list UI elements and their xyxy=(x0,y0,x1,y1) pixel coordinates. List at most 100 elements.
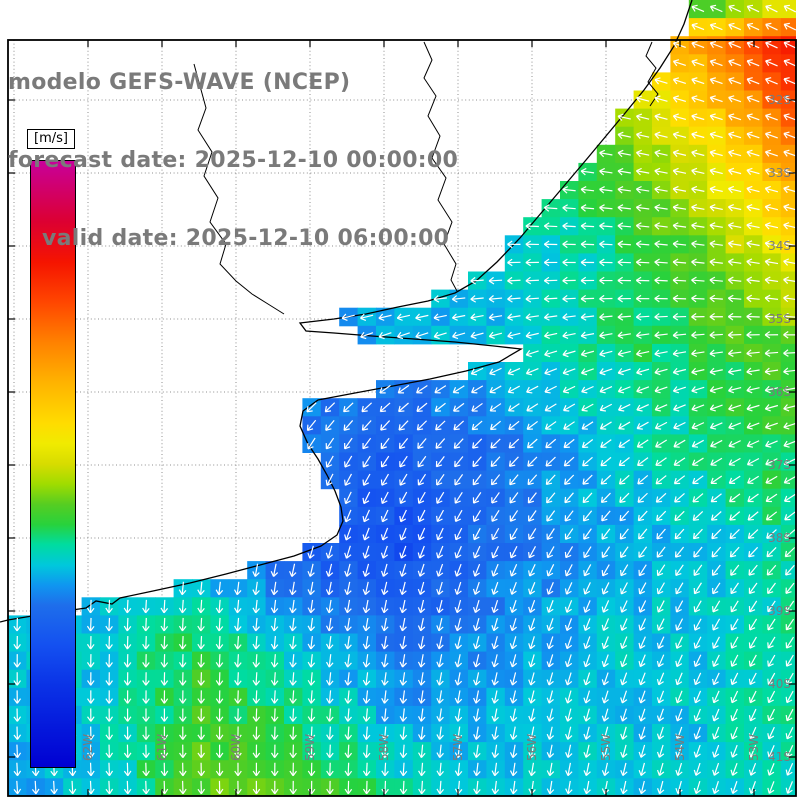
wind-arrow-icon xyxy=(764,331,779,339)
wind-arrow-icon xyxy=(509,762,518,777)
wind-arrow-icon xyxy=(712,654,720,667)
wind-arrow-icon xyxy=(546,690,554,704)
wind-arrow-icon xyxy=(785,726,794,740)
wind-arrow-icon xyxy=(764,240,779,248)
wind-arrow-icon xyxy=(472,581,481,595)
wind-arrow-icon xyxy=(473,744,481,758)
wind-arrow-icon xyxy=(215,581,224,596)
wind-arrow-icon xyxy=(582,474,593,485)
wind-arrow-icon xyxy=(728,203,742,212)
wind-arrow-icon xyxy=(362,473,371,486)
wind-arrow-icon xyxy=(746,22,760,31)
wind-arrow-icon xyxy=(344,708,352,722)
wind-arrow-icon xyxy=(436,744,444,759)
wind-arrow-icon xyxy=(344,491,352,505)
wind-arrow-icon xyxy=(454,581,462,595)
wind-arrow-icon xyxy=(472,545,481,559)
wind-arrow-icon xyxy=(617,368,631,376)
wind-arrow-icon xyxy=(362,545,370,559)
wind-arrow-icon xyxy=(528,654,536,668)
wind-arrow-icon xyxy=(583,672,591,686)
wind-arrow-icon xyxy=(234,636,242,650)
wind-arrow-icon xyxy=(654,367,668,376)
wind-arrow-icon xyxy=(783,367,796,376)
wind-arrow-icon xyxy=(543,204,558,212)
wind-arrow-icon xyxy=(509,618,517,632)
wind-arrow-icon xyxy=(674,493,685,503)
wind-arrow-icon xyxy=(123,654,132,668)
wind-arrow-icon xyxy=(635,294,650,303)
wind-arrow-icon xyxy=(490,438,501,449)
wind-arrow-icon xyxy=(543,222,558,230)
wind-arrow-icon xyxy=(673,421,686,430)
wind-arrow-icon xyxy=(178,690,187,704)
wind-arrow-icon xyxy=(709,185,723,194)
wind-arrow-icon xyxy=(360,331,374,340)
wind-arrow-icon xyxy=(105,690,113,704)
latitude-label: 35S xyxy=(768,312,791,326)
wind-arrow-icon xyxy=(564,654,573,668)
wind-arrow-icon xyxy=(727,331,742,339)
wind-arrow-icon xyxy=(656,564,666,577)
wind-arrow-icon xyxy=(381,726,389,740)
wind-arrow-icon xyxy=(252,726,261,740)
wind-arrow-icon xyxy=(601,600,610,613)
wind-arrow-icon xyxy=(454,708,463,722)
wind-arrow-icon xyxy=(362,636,371,650)
wind-arrow-icon xyxy=(564,618,573,632)
wind-arrow-icon xyxy=(654,113,668,121)
wind-arrow-icon xyxy=(472,636,481,650)
wind-arrow-icon xyxy=(379,402,391,413)
wind-arrow-icon xyxy=(544,421,557,430)
wind-arrow-icon xyxy=(436,690,444,704)
wind-arrow-icon xyxy=(580,222,595,230)
wind-arrow-icon xyxy=(362,581,371,596)
wind-arrow-icon xyxy=(599,386,613,394)
wind-arrow-icon xyxy=(748,582,758,595)
wind-arrow-icon xyxy=(748,744,757,758)
wind-arrow-icon xyxy=(528,528,537,541)
wind-arrow-icon xyxy=(436,599,444,614)
wind-arrow-icon xyxy=(434,402,446,412)
wind-arrow-icon xyxy=(472,456,482,468)
wind-arrow-icon xyxy=(712,744,720,758)
wind-arrow-icon xyxy=(325,617,334,632)
wind-arrow-icon xyxy=(764,312,779,321)
latitude-label: 37S xyxy=(768,458,791,472)
wind-arrow-icon xyxy=(748,564,758,576)
wind-arrow-icon xyxy=(783,493,796,503)
wind-arrow-icon xyxy=(730,726,738,740)
wind-arrow-icon xyxy=(436,636,444,650)
wind-arrow-icon xyxy=(617,294,631,303)
wind-arrow-icon xyxy=(674,510,685,522)
wind-arrow-icon xyxy=(730,600,739,613)
wind-arrow-icon xyxy=(507,258,521,267)
wind-arrow-icon xyxy=(13,762,22,777)
wind-arrow-icon xyxy=(564,528,574,540)
wind-arrow-icon xyxy=(785,564,795,576)
wind-arrow-icon xyxy=(785,582,795,594)
wind-arrow-icon xyxy=(583,690,591,704)
wind-arrow-icon xyxy=(620,600,628,613)
wind-arrow-icon xyxy=(453,402,465,412)
wind-arrow-icon xyxy=(454,599,462,614)
wind-arrow-icon xyxy=(672,59,686,67)
wind-arrow-icon xyxy=(764,258,779,266)
wind-arrow-icon xyxy=(472,474,482,486)
wind-arrow-icon xyxy=(765,493,778,503)
wind-arrow-icon xyxy=(178,654,187,668)
wind-arrow-icon xyxy=(672,386,686,394)
wind-arrow-icon xyxy=(636,421,649,430)
wind-arrow-icon xyxy=(344,437,353,450)
wind-arrow-icon xyxy=(215,636,224,650)
wind-arrow-icon xyxy=(673,475,686,485)
wind-arrow-icon xyxy=(307,690,316,704)
wind-arrow-icon xyxy=(473,690,481,704)
wind-arrow-icon xyxy=(270,744,279,759)
latitude-label: 39S xyxy=(768,604,791,618)
wind-arrow-icon xyxy=(252,708,261,722)
wind-arrow-icon xyxy=(617,331,631,339)
wind-arrow-icon xyxy=(709,422,723,430)
wind-arrow-icon xyxy=(509,510,519,522)
wind-arrow-icon xyxy=(344,780,353,795)
